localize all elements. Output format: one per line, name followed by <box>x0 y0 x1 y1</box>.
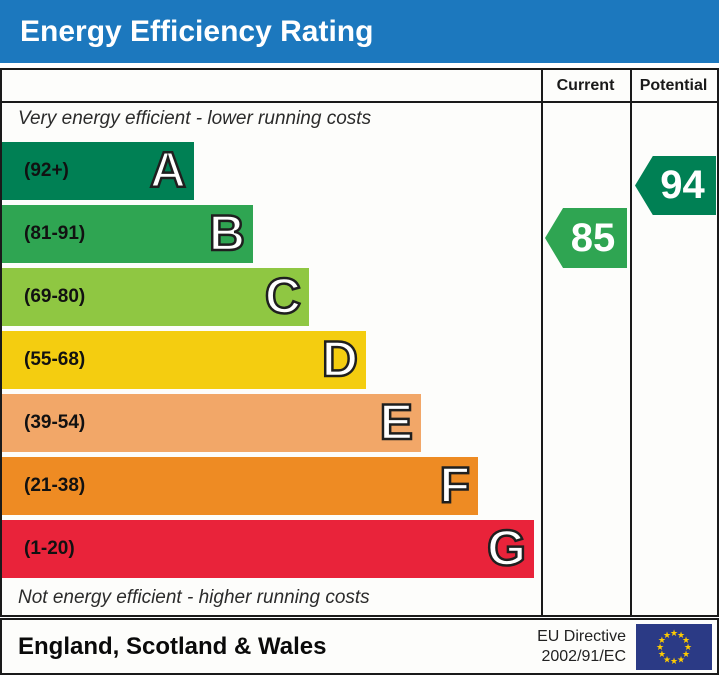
potential-rating-value: 94 <box>660 163 705 207</box>
band-range-label: (1-20) <box>24 538 75 559</box>
band-row-b: (81-91) B <box>2 205 253 263</box>
band-row-f: (21-38) F <box>2 457 478 515</box>
band-row-g: (1-20) G <box>2 520 534 578</box>
eu-directive-line1: EU Directive <box>537 627 626 645</box>
band-row-e: (39-54) E <box>2 394 421 452</box>
svg-text:★: ★ <box>670 629 678 639</box>
band-range-label: (39-54) <box>24 412 86 433</box>
column-header-current: Current <box>556 76 615 94</box>
svg-text:★: ★ <box>677 631 685 641</box>
svg-text:★: ★ <box>663 655 671 665</box>
eu-flag-field <box>636 623 712 670</box>
band-row-d: (55-68) D <box>2 331 366 389</box>
table-header-row <box>2 70 717 103</box>
svg-text:★: ★ <box>677 655 685 665</box>
band-range-label: (69-80) <box>24 286 86 307</box>
page-title: Energy Efficiency Rating <box>20 14 374 48</box>
title-bar: Energy Efficiency Rating <box>0 0 719 63</box>
band-letter: B <box>208 205 247 261</box>
eu-directive-label: EU Directive 2002/91/EC <box>537 627 626 667</box>
column-header-potential: Potential <box>639 76 708 94</box>
efficiency-note-top: Very energy efficient - lower running co… <box>18 108 372 129</box>
rating-table: Current Potential Very energy efficient … <box>0 68 719 617</box>
band-range-label: (81-91) <box>24 223 86 244</box>
eu-flag-icon: ★ ★ ★ ★ ★ ★ ★ ★ ★ ★ ★ ★ <box>636 623 712 670</box>
band-letter: C <box>264 268 303 324</box>
svg-text:★: ★ <box>656 643 664 653</box>
band-letter: D <box>321 331 360 387</box>
column-divider-potential <box>630 70 632 615</box>
svg-text:★: ★ <box>658 650 666 660</box>
svg-text:★: ★ <box>658 636 666 646</box>
current-rating-value: 85 <box>570 215 616 260</box>
svg-text:★: ★ <box>670 657 678 667</box>
potential-rating-arrow: 94 <box>635 156 716 215</box>
band-letter: A <box>149 142 188 198</box>
current-rating-arrow: 85 <box>545 208 627 268</box>
band-letter: E <box>378 394 414 450</box>
svg-text:★: ★ <box>682 636 690 646</box>
svg-text:★: ★ <box>682 650 690 660</box>
svg-text:★: ★ <box>684 643 692 653</box>
column-divider-current <box>541 70 543 615</box>
band-letter: F <box>438 457 471 513</box>
eu-directive-line2: 2002/91/EC <box>541 647 626 665</box>
footer-region-label: England, Scotland & Wales <box>18 632 327 660</box>
footer: England, Scotland & Wales EU Directive 2… <box>0 618 719 675</box>
band-range-label: (92+) <box>24 160 69 181</box>
band-letter: G <box>486 520 527 576</box>
svg-text:★: ★ <box>663 631 671 641</box>
footer-right-group: EU Directive 2002/91/EC ★ ★ ★ ★ ★ ★ ★ ★ … <box>537 623 712 670</box>
band-row-c: (69-80) C <box>2 268 309 326</box>
efficiency-note-bottom: Not energy efficient - higher running co… <box>18 587 370 608</box>
eu-flag-stars: ★ ★ ★ ★ ★ ★ ★ ★ ★ ★ ★ ★ <box>656 629 692 667</box>
band-range-label: (21-38) <box>24 475 86 496</box>
band-row-a: (92+) A <box>2 142 194 200</box>
band-range-label: (55-68) <box>24 349 86 370</box>
